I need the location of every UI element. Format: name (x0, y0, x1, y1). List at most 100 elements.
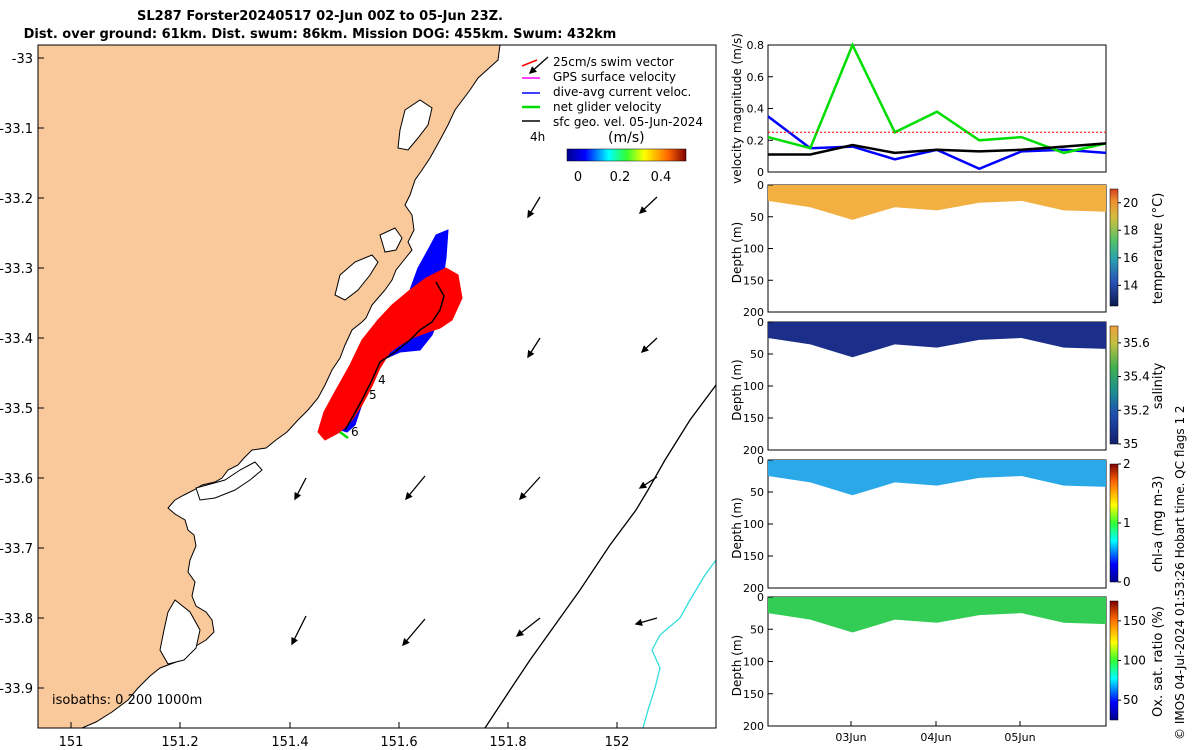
section-ytick-label: 50 (750, 486, 764, 499)
section-ytick-label: 100 (743, 518, 764, 531)
legend-net-label: net glider velocity (553, 100, 661, 114)
section-ytick-label: 100 (743, 243, 764, 256)
sfc-arrow-head (294, 491, 302, 501)
section-data-band (768, 460, 1106, 496)
section-colorbar (1109, 325, 1119, 445)
velocity-series-line (768, 142, 1107, 156)
section-ytick-label: 100 (743, 656, 764, 669)
time-axis-label: 05Jun (1004, 731, 1035, 744)
section-ytick-label: 150 (743, 688, 764, 701)
section-panel-1: 0 50 100 150 200 Depth (m) 14 16 18 20 temperature… (730, 179, 1166, 319)
figure-title-line2: Dist. over ground: 61km. Dist. swum: 86k… (23, 27, 617, 42)
sfc-arrow-head (527, 209, 535, 219)
section-ylabel: Depth (m) (730, 222, 744, 283)
section-panel-2: 0 50 100 150 200 Depth (m) 35 35.2 35.4 35.6salin… (730, 316, 1166, 457)
time-label-6: 6 (351, 425, 359, 439)
velocity-ytick-label: 0 (757, 166, 764, 179)
sfc-arrow-head (634, 618, 643, 626)
lat-tick-label: -33.3 (0, 262, 33, 277)
lake-inlet-myall (397, 99, 433, 151)
lon-ticks: 151 151.2 151.4 151.6 151.8 152 (59, 722, 629, 750)
section-ylabel: Depth (m) (730, 359, 744, 420)
lake-wallis (334, 254, 379, 301)
colorbar-tick-02: 0.2 (610, 170, 631, 185)
sfc-arrow-head (402, 638, 410, 647)
isobaths-label: isobaths: 0 200 1000m (52, 693, 202, 708)
time-axis: 03Jun 04Jun 05Jun (835, 721, 1036, 744)
section-ytick-label: 0 (757, 454, 764, 467)
lat-tick-label: -33.1 (0, 122, 33, 137)
lon-tick-label: 151.8 (489, 735, 526, 750)
colorbar-tick-label: 35.6 (1123, 336, 1150, 350)
lat-tick-label: -33 (12, 52, 33, 67)
glider-track-map: 4 5 6 151 151.2 151.4 151.6 151.8 152 -33 -33.… (0, 44, 717, 750)
colorbar-variable-label: salinity (1151, 362, 1166, 409)
port-stephens (195, 461, 263, 501)
lon-tick-label: 151.4 (271, 735, 308, 750)
legend-swim-label: 25cm/s swim vector (553, 55, 674, 69)
time-label-5: 5 (369, 388, 377, 402)
colorbar-tick-label: 18 (1123, 223, 1138, 237)
map-frame (37, 44, 717, 729)
legend-gps-label: GPS surface velocity (553, 70, 676, 84)
time-label-4: 4 (378, 373, 386, 387)
lat-ticks: -33 -33.1 -33.2 -33.3 -33.4 -33.5 -33.6 -33.7 -3… (0, 52, 44, 697)
velocity-ytick-label: 0.6 (747, 71, 765, 84)
net-glider-velocity-end (339, 431, 349, 439)
sfc-arrow-head (640, 345, 649, 354)
lake-inlet-north (379, 227, 403, 253)
colorbar-unit-label: (m/s) (608, 130, 645, 146)
time-axis-label: 04Jun (920, 731, 951, 744)
section-colorbar (1109, 188, 1119, 307)
legend-item-dive: dive-avg current veloc. (522, 85, 691, 99)
legend-dive-label: dive-avg current veloc. (553, 85, 691, 99)
glider-path-line (344, 281, 445, 431)
lon-tick-label: 151 (59, 735, 84, 750)
section-ytick-label: 0 (757, 179, 764, 192)
swim-vector-track (317, 267, 463, 441)
section-ytick-label: 200 (743, 582, 764, 595)
section-colorbar (1109, 600, 1119, 721)
section-data-band (768, 597, 1106, 633)
velocity-ytick-label: 0.8 (747, 39, 765, 52)
colorbar-tick-label: 2 (1123, 457, 1131, 471)
colorbar-tick-label: 35 (1123, 437, 1138, 451)
section-ytick-label: 50 (750, 348, 764, 361)
colorbar-variable-label: temperature (°C) (1151, 193, 1166, 305)
sfc-arrow-head (638, 206, 647, 215)
colorbar-variable-label: Ox. sat. ratio (%) (1151, 606, 1166, 717)
sfc-arrow-head (527, 349, 535, 359)
sfc-arrow-head (518, 492, 527, 501)
copyright-label: © IMOS 04-Jul-2024 01:53:26 Hobart time.… (1173, 405, 1187, 740)
lon-tick-label: 151.6 (380, 735, 417, 750)
colorbar-tick-label: 16 (1123, 251, 1138, 265)
lat-tick-label: -33.5 (0, 402, 33, 417)
legend-interval-label: 4h (530, 130, 545, 144)
legend-sfc-label: sfc geo. vel. 05-Jun-2024 (553, 115, 703, 129)
section-ytick-label: 0 (757, 316, 764, 329)
colorbar-tick-0: 0 (574, 170, 582, 185)
section-ylabel: Depth (m) (730, 635, 744, 696)
velocity-ytick-label: 0.4 (747, 103, 765, 116)
section-ytick-label: 200 (743, 444, 764, 457)
legend-item-swim: 25cm/s swim vector (521, 55, 674, 69)
colorbar-tick-label: 35.4 (1123, 370, 1150, 384)
section-ytick-label: 200 (743, 720, 764, 733)
section-ylabel: Depth (m) (730, 497, 744, 558)
section-ytick-label: 150 (743, 412, 764, 425)
section-ytick-label: 100 (743, 380, 764, 393)
lat-tick-label: -33.6 (0, 472, 33, 487)
lat-tick-label: -33.4 (0, 332, 33, 347)
map-legend: 25cm/s swim vector GPS surface velocity … (521, 55, 703, 185)
colorbar-tick-04: 0.4 (651, 170, 672, 185)
colorbar-tick-label: 1 (1123, 516, 1131, 530)
lat-tick-label: -33.8 (0, 612, 33, 627)
land-area (38, 45, 501, 728)
time-axis-label: 03Jun (835, 731, 866, 744)
isobath-200m (484, 384, 716, 728)
lat-tick-label: -33.9 (0, 682, 33, 697)
figure-title-line1: SL287 Forster20240517 02-Jun 00Z to 05-J… (137, 9, 503, 24)
